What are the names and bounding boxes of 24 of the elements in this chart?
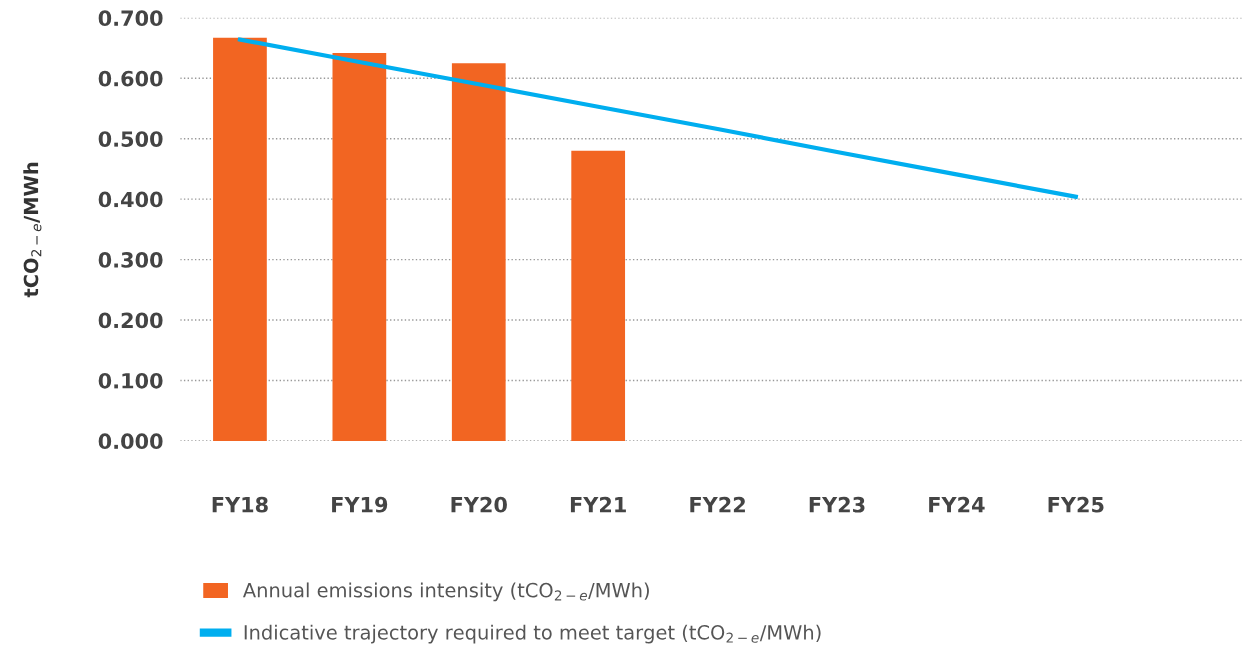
x-tick-label: FY18 xyxy=(212,496,268,513)
y-tick-label: 0.300 xyxy=(98,252,163,268)
bar xyxy=(571,150,626,441)
y-tick-label: 0.700 xyxy=(98,10,163,27)
x-tick-label: FY19 xyxy=(332,496,388,513)
x-tick-label: FY20 xyxy=(451,496,507,513)
y-tick-label: 0.200 xyxy=(98,312,163,329)
x-tick-label: FY24 xyxy=(929,496,985,513)
y-tick-label: 0.400 xyxy=(98,191,163,208)
bar xyxy=(332,52,387,441)
y-tick-label: 0.600 xyxy=(98,70,163,87)
line-series xyxy=(237,37,1078,199)
legend-label: Annual emissions intensity (tCO$_{2−e}$/MWh) xyxy=(242,582,649,602)
bar xyxy=(451,63,506,441)
legend-label: Indicative trajectory required to meet target (tCO$_{2−e}$/MWh) xyxy=(244,624,821,644)
y-axis-title: tCO$_{2−e}$/MWh xyxy=(23,162,42,298)
x-tick-label: FY25 xyxy=(1048,496,1104,513)
y-tick-label: 0.000 xyxy=(98,433,163,450)
x-tick-label: FY21 xyxy=(570,496,626,513)
bar xyxy=(213,37,267,441)
y-tick-label: 0.500 xyxy=(98,131,163,147)
y-tick-label: 0.100 xyxy=(98,372,163,389)
x-tick-label: FY22 xyxy=(690,496,745,513)
x-tick-label: FY23 xyxy=(809,496,865,513)
